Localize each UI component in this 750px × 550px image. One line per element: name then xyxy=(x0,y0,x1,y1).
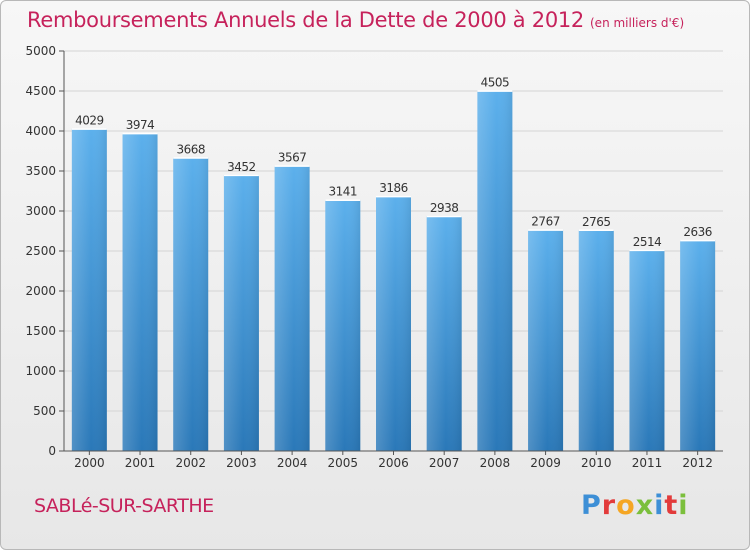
bar-shine xyxy=(680,240,716,451)
proxiti-logo: Proxiti xyxy=(581,490,689,521)
y-tick-label: 2000 xyxy=(25,284,56,298)
bar-group-2008: 4505 xyxy=(477,76,513,451)
data-label: 3186 xyxy=(379,181,408,195)
bar-shine xyxy=(426,215,462,451)
data-label: 4505 xyxy=(481,76,510,90)
logo-letter: o xyxy=(616,490,636,521)
data-label: 3452 xyxy=(227,160,256,174)
x-tick-label: 2005 xyxy=(328,456,359,470)
logo-letter: P xyxy=(581,490,602,521)
bar-shine xyxy=(173,157,209,451)
x-tick-label: 2003 xyxy=(226,456,257,470)
bar-shine xyxy=(528,229,564,451)
bar-group-2001: 3974 xyxy=(122,118,158,451)
logo-letter: t xyxy=(664,490,679,521)
bar-shine xyxy=(223,174,259,451)
logo-letter: i xyxy=(678,490,689,521)
x-tick-label: 2008 xyxy=(480,456,511,470)
bar-group-2012: 2636 xyxy=(680,225,716,451)
data-label: 2938 xyxy=(430,201,459,215)
bar-group-2000: 4029 xyxy=(71,114,107,451)
data-label: 2765 xyxy=(582,215,611,229)
bar-group-2007: 2938 xyxy=(426,201,462,451)
chart-title-text: Remboursements Annuels de la Dette de 20… xyxy=(27,8,584,32)
logo-letter: x xyxy=(635,490,655,521)
x-tick-label: 2012 xyxy=(682,456,713,470)
data-label: 2767 xyxy=(531,215,560,229)
chart-title: Remboursements Annuels de la Dette de 20… xyxy=(27,8,684,32)
data-label: 3567 xyxy=(278,151,307,165)
y-tick-label: 3000 xyxy=(25,204,56,218)
data-label: 3668 xyxy=(176,143,205,157)
y-tick-label: 2500 xyxy=(25,244,56,258)
data-label: 3141 xyxy=(329,185,358,199)
bar-shine xyxy=(325,199,361,451)
y-tick-label: 1000 xyxy=(25,364,56,378)
bar-group-2011: 2514 xyxy=(629,235,665,451)
axes-layer: 0 500 1000 1500 2000 2500 3000 3500 4000 4500 5000… xyxy=(25,44,723,470)
bar-shine xyxy=(71,128,107,451)
bar-shine xyxy=(629,249,665,451)
data-label: 2636 xyxy=(683,225,712,239)
data-label: 4029 xyxy=(75,114,104,128)
bar-group-2004: 3567 xyxy=(274,151,310,451)
x-tick-label: 2002 xyxy=(175,456,206,470)
city-name: SABLé-SUR-SARTHE xyxy=(34,495,214,517)
x-tick-label: 2010 xyxy=(581,456,612,470)
data-label: 2514 xyxy=(633,235,662,249)
bar-shine xyxy=(376,196,411,451)
bar-group-2003: 3452 xyxy=(223,160,259,451)
y-tick-label: 4500 xyxy=(25,84,56,98)
y-tick-label: 0 xyxy=(48,444,56,458)
bar-group-2006: 3186 xyxy=(376,181,411,451)
y-tick-label: 3500 xyxy=(25,164,56,178)
bars-layer: 4029 3974 3668 3452 3567 3141 3186 2938 4505 2767… xyxy=(71,76,716,451)
x-tick-label: 2001 xyxy=(125,456,156,470)
bar-shine xyxy=(274,165,310,451)
logo-letter: r xyxy=(601,490,617,521)
y-tick-label: 500 xyxy=(33,404,56,418)
bar-group-2002: 3668 xyxy=(173,143,209,451)
bar-group-2010: 2765 xyxy=(578,215,614,451)
bar-shine xyxy=(578,229,614,451)
x-tick-label: 2007 xyxy=(429,456,460,470)
x-tick-label: 2006 xyxy=(378,456,409,470)
bar-group-2005: 3141 xyxy=(325,185,361,451)
y-tick-label: 1500 xyxy=(25,324,56,338)
x-tick-label: 2004 xyxy=(277,456,308,470)
x-tick-label: 2000 xyxy=(74,456,105,470)
chart-unit: (en milliers d'€) xyxy=(590,16,685,30)
bar-shine xyxy=(477,90,513,451)
logo-letter: i xyxy=(654,490,665,521)
data-label: 3974 xyxy=(126,118,155,132)
bar-shine xyxy=(122,133,158,451)
y-tick-label: 4000 xyxy=(25,124,56,138)
x-tick-label: 2011 xyxy=(632,456,663,470)
bar-group-2009: 2767 xyxy=(528,215,564,451)
y-tick-label: 5000 xyxy=(25,44,56,58)
x-tick-label: 2009 xyxy=(530,456,561,470)
